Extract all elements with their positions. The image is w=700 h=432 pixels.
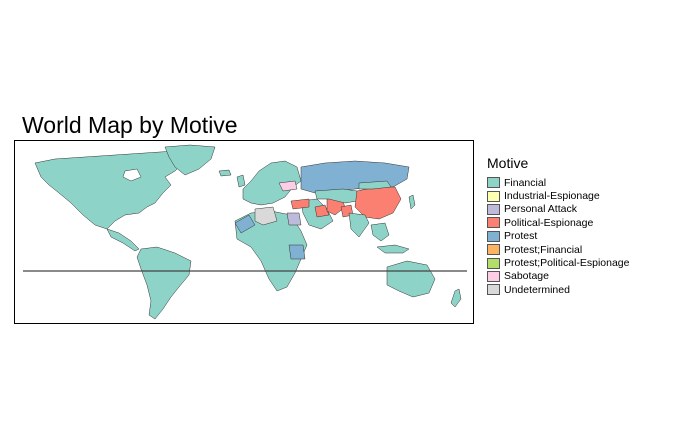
region-japan <box>408 194 416 210</box>
world-map <box>23 144 467 320</box>
region-turkey <box>290 198 310 210</box>
legend-label: Financial <box>504 176 547 189</box>
legend-label: Industrial-Espionage <box>504 190 600 203</box>
legend-label: Protest <box>504 230 538 243</box>
map-panel <box>14 140 474 324</box>
legend-swatch <box>487 217 500 229</box>
legend-item: Personal Attack <box>487 203 629 216</box>
legend-item: Protest;Financial <box>487 243 629 256</box>
region-north-america <box>34 150 191 230</box>
region-morocco <box>234 214 256 234</box>
legend-label: Political-Espionage <box>504 216 594 229</box>
region-australia <box>386 260 436 298</box>
legend-swatch <box>487 244 500 256</box>
region-indonesia <box>376 244 410 254</box>
legend-swatch <box>487 230 500 242</box>
legend-label: Undetermined <box>504 283 570 296</box>
legend-title: Motive <box>487 155 529 171</box>
region-sudan <box>288 244 306 260</box>
legend-label: Protest;Financial <box>504 243 583 256</box>
chart-title: World Map by Motive <box>22 112 238 138</box>
legend-item: Political-Espionage <box>487 216 629 229</box>
legend-swatch <box>487 270 500 282</box>
legend-label: Personal Attack <box>504 203 577 216</box>
region-greenland <box>164 144 216 176</box>
legend-swatch <box>487 190 500 202</box>
legend-swatch <box>487 203 500 215</box>
region-iraq <box>314 204 330 218</box>
region-mongolia <box>358 180 392 190</box>
legend-label: Protest;Political-Espionage <box>504 257 630 270</box>
region-uk <box>236 174 246 188</box>
region-iceland <box>218 169 232 177</box>
legend-swatch <box>487 284 500 296</box>
legend-item: Protest <box>487 230 629 243</box>
legend-item: Protest;Political-Espionage <box>487 256 629 269</box>
region-south-america <box>136 246 192 320</box>
region-central-america <box>106 228 140 252</box>
legend-items: Financial Industrial-Espionage Personal At… <box>487 176 629 297</box>
region-algeria <box>254 206 278 226</box>
legend-item: Financial <box>487 176 629 189</box>
region-southeast-asia <box>370 222 390 242</box>
legend-item: Industrial-Espionage <box>487 189 629 202</box>
legend: Motive Financial Industrial-Espionage Pers… <box>487 154 629 297</box>
region-china <box>354 186 402 220</box>
region-india <box>348 212 370 238</box>
legend-item: Undetermined <box>487 283 629 296</box>
region-new-zealand <box>450 288 462 308</box>
legend-item: Sabotage <box>487 270 629 283</box>
legend-label: Sabotage <box>504 270 549 283</box>
legend-swatch <box>487 257 500 269</box>
region-ukraine <box>278 180 298 192</box>
region-europe <box>242 160 302 206</box>
region-egypt <box>286 212 302 226</box>
legend-swatch <box>487 177 500 189</box>
region-central-asia <box>314 188 358 204</box>
region-hudson-bay <box>122 168 142 182</box>
